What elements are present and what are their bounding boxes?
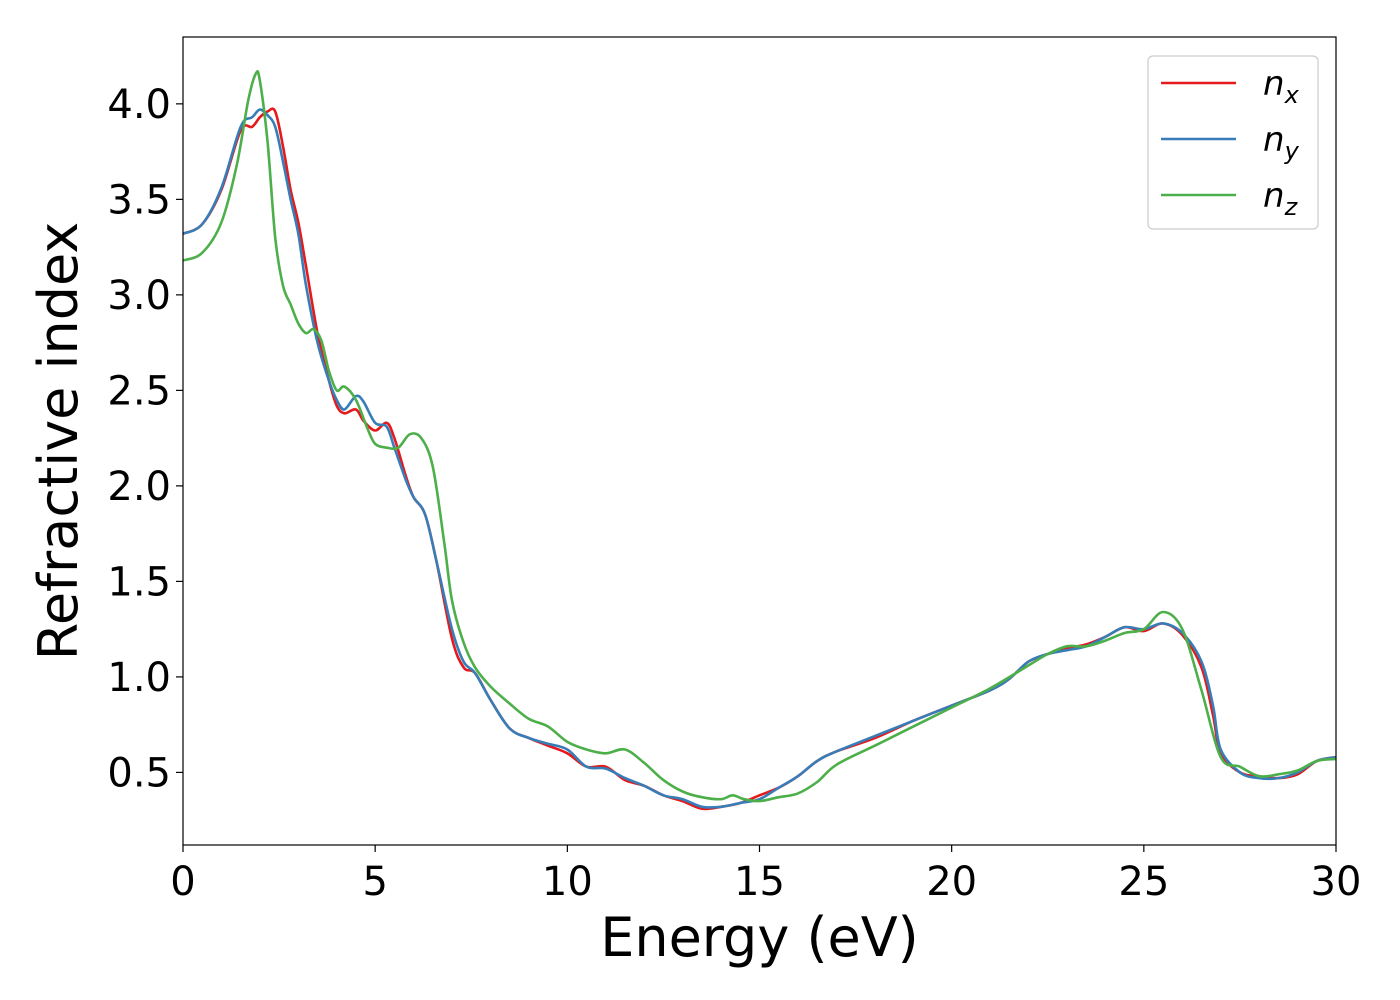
y-tick-label: 3.5: [107, 177, 171, 223]
y-tick-label: 4.0: [107, 82, 171, 128]
x-tick-label: 25: [1118, 859, 1169, 905]
y-tick-label: 1.5: [107, 559, 171, 605]
plot-area: [183, 69, 1336, 811]
y-tick-label: 3.0: [107, 273, 171, 319]
x-tick-label: 15: [734, 859, 785, 905]
legend: nx ny nz: [1147, 55, 1319, 230]
y-tick-label: 1.0: [107, 655, 171, 701]
legend-label-z: nz: [1263, 176, 1299, 221]
legend-label-y: ny: [1263, 120, 1300, 165]
y-tick-label: 2.0: [107, 464, 171, 510]
series-line-y: [183, 108, 1336, 809]
x-tick-label: 10: [542, 859, 593, 905]
x-axis: 0 5 10 15 20 25 30: [170, 845, 1361, 905]
x-tick-label: 5: [362, 859, 387, 905]
y-axis: 0.5 1.0 1.5 2.0 2.5 3.0 3.5 4.0: [107, 82, 183, 796]
series-line-z: [183, 69, 1336, 803]
x-tick-label: 30: [1311, 859, 1362, 905]
y-tick-label: 2.5: [107, 368, 171, 414]
y-axis-title: Refractive index: [27, 222, 90, 661]
y-tick-label: 0.5: [107, 750, 171, 796]
legend-label-x: nx: [1263, 64, 1300, 109]
x-axis-title: Energy (eV): [600, 906, 919, 969]
x-tick-label: 0: [170, 859, 195, 905]
axes-frame: [182, 36, 1337, 846]
x-tick-label: 20: [926, 859, 977, 905]
legend-frame: [1147, 55, 1319, 230]
